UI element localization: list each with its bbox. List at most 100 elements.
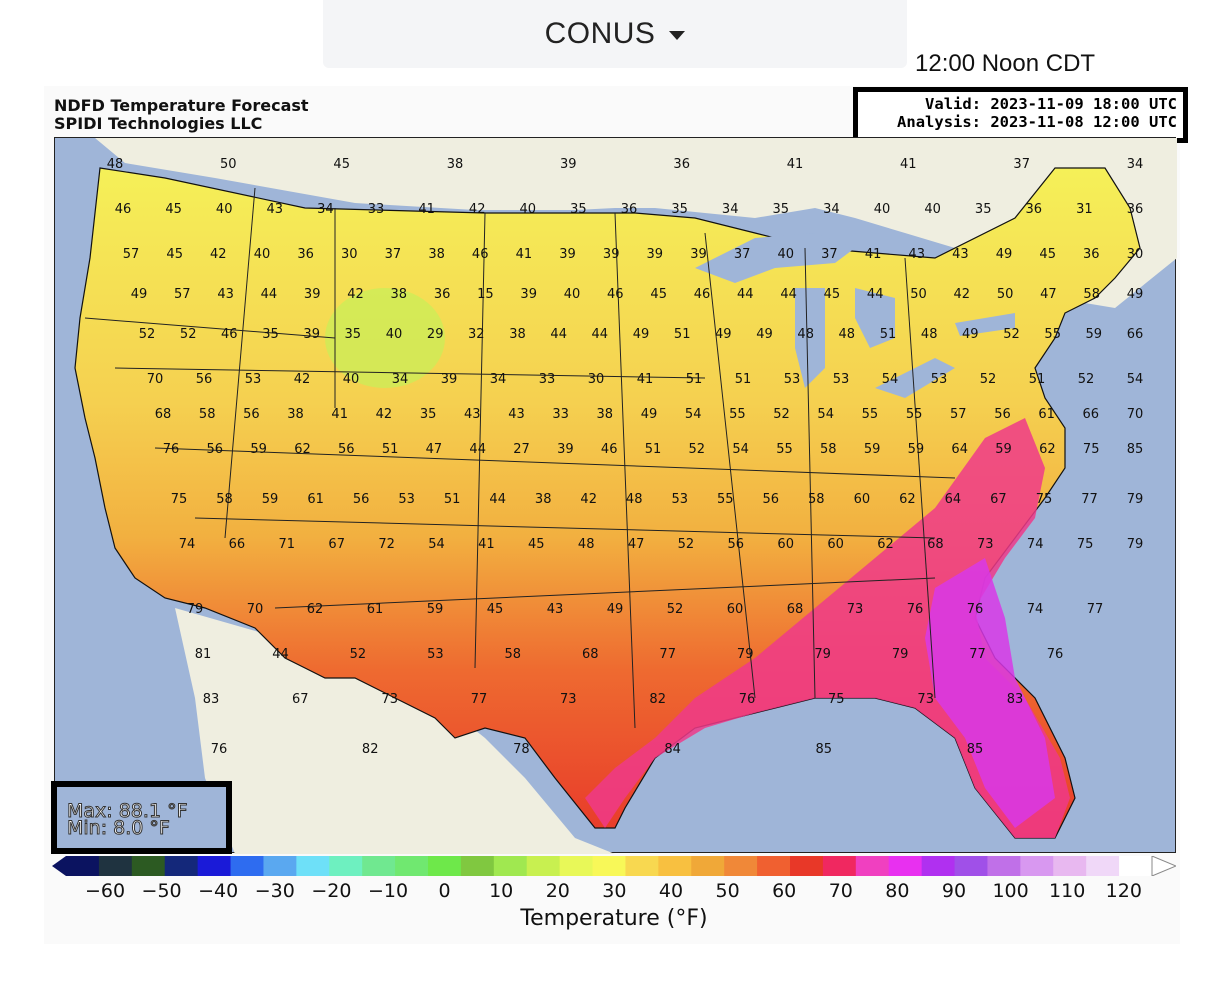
station-temperature: 43 (508, 407, 525, 422)
colorbar-segment (395, 856, 429, 876)
colorbar-tick-label: −10 (367, 880, 409, 902)
colorbar-tick-label: 50 (715, 880, 740, 902)
florida-hot-area (925, 558, 1055, 828)
station-temperature: 59 (1086, 327, 1103, 342)
station-temperature: 59 (427, 602, 444, 617)
station-temperature: 40 (216, 202, 233, 217)
station-temperature: 45 (824, 287, 841, 302)
station-temperature: 47 (628, 537, 645, 552)
station-temperature: 42 (580, 492, 597, 507)
station-temperature: 32 (468, 327, 485, 342)
station-temperature: 36 (297, 247, 314, 262)
station-temperature: 83 (203, 692, 220, 707)
station-temperature: 52 (1003, 327, 1020, 342)
station-temperature: 39 (520, 287, 537, 302)
station-temperature: 42 (954, 287, 971, 302)
colorbar-segment (263, 856, 297, 876)
station-temperature: 44 (867, 287, 884, 302)
station-temperature: 30 (341, 247, 358, 262)
station-temperature: 36 (673, 157, 690, 172)
colorbar-segment (428, 856, 462, 876)
station-temperature: 45 (528, 537, 545, 552)
valid-time: Valid: 2023-11-09 18:00 UTC (925, 95, 1177, 113)
station-temperature: 70 (147, 372, 164, 387)
station-temperature: 83 (1007, 692, 1024, 707)
station-temperature: 61 (307, 492, 324, 507)
colorbar-segment (888, 856, 923, 876)
station-temperature: 56 (207, 442, 224, 457)
colorbar-segment (691, 856, 725, 876)
station-temperature: 37 (385, 247, 402, 262)
station-temperature: 29 (427, 327, 444, 342)
temperature-map-svg: 48 50 45 38 39 36 41 41 37 34 46 45 40 43 34 33 41 42 40 35… (55, 138, 1177, 854)
colorbar-segment (230, 856, 264, 876)
min-value: Min: 8.0 °F (67, 817, 171, 839)
station-temperature: 42 (347, 287, 364, 302)
station-temperature: 40 (924, 202, 941, 217)
station-temperature: 46 (601, 442, 618, 457)
station-temperature: 49 (1127, 287, 1144, 302)
chevron-down-icon (669, 30, 686, 40)
station-temperature: 43 (464, 407, 481, 422)
station-temperature: 68 (787, 602, 804, 617)
station-temperature: 53 (427, 647, 444, 662)
station-temperature: 35 (262, 327, 279, 342)
station-temperature: 56 (994, 407, 1011, 422)
colorbar-segment (1119, 856, 1153, 876)
station-temperature: 55 (729, 407, 746, 422)
station-temperature: 73 (847, 602, 864, 617)
station-temperature: 62 (294, 442, 311, 457)
station-temperature: 57 (123, 247, 140, 262)
station-temperature: 34 (823, 202, 840, 217)
station-temperature: 48 (626, 492, 643, 507)
station-temperature: 67 (292, 692, 309, 707)
colorbar-tick-label: −20 (311, 880, 352, 902)
colorbar-segment (164, 856, 199, 876)
station-temperature: 48 (578, 537, 595, 552)
station-temperature: 85 (967, 742, 984, 757)
station-temperature: 48 (797, 327, 814, 342)
colorbar-segment (625, 856, 659, 876)
station-temperature: 60 (854, 492, 871, 507)
station-temperature: 52 (139, 327, 156, 342)
station-temperature: 30 (588, 372, 605, 387)
station-temperature: 59 (262, 492, 279, 507)
region-dropdown[interactable]: CONUS (323, 0, 907, 68)
station-temperature: 46 (221, 327, 238, 342)
station-temperature: 31 (1076, 202, 1093, 217)
station-temperature: 39 (441, 372, 458, 387)
station-temperature: 49 (641, 407, 658, 422)
colorbar-segment (66, 856, 100, 876)
local-time-label: 12:00 Noon CDT (915, 50, 1096, 77)
station-temperature: 78 (513, 742, 530, 757)
station-temperature: 46 (694, 287, 711, 302)
station-temperature: 75 (1083, 442, 1100, 457)
station-temperature: 39 (690, 247, 707, 262)
station-temperature: 77 (969, 647, 986, 662)
station-temperature: 82 (649, 692, 666, 707)
colorbar-segment (822, 856, 857, 876)
station-temperature: 61 (367, 602, 384, 617)
station-temperature: 74 (1027, 602, 1044, 617)
station-temperature: 49 (633, 327, 650, 342)
station-temperature: 58 (808, 492, 825, 507)
station-temperature: 52 (667, 602, 684, 617)
station-temperature: 43 (217, 287, 234, 302)
station-temperature: 44 (272, 647, 289, 662)
station-temperature: 73 (917, 692, 934, 707)
colorbar-segment (460, 856, 495, 876)
station-temperature: 76 (163, 442, 180, 457)
station-temperature: 53 (245, 372, 262, 387)
lake-ontario (955, 313, 1015, 336)
station-temperature: 56 (353, 492, 370, 507)
colorbar-segment (954, 856, 988, 876)
station-temperature: 39 (303, 327, 320, 342)
station-temperature: 35 (975, 202, 992, 217)
colorbar-segment (987, 856, 1021, 876)
station-temperature: 62 (1039, 442, 1056, 457)
station-temperature: 47 (1040, 287, 1057, 302)
station-temperature: 42 (376, 407, 393, 422)
station-temperature: 44 (780, 287, 797, 302)
colorbar-segment (559, 856, 594, 876)
station-temperature: 36 (621, 202, 638, 217)
